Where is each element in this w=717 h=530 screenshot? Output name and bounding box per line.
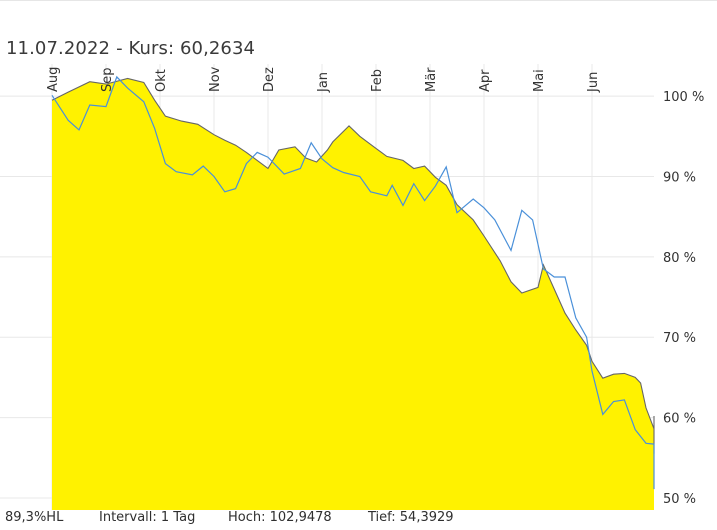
quote-date: 11.07.2022 [6,38,111,59]
series-compare-line [51,75,655,490]
x-axis: Aug Sep Okt Nov Dez Jan Feb Mär Apr Mai Jun [46,66,601,93]
y-tick-label: 90 % [663,171,696,186]
chart-series [51,75,655,510]
x-tick-label: Jun [586,72,601,93]
x-tick-label: Mär [424,67,439,92]
chart-header: 11.07.2022- Kurs: 60,2634 [6,38,255,59]
top-divider [0,0,717,1]
y-tick-label: 60 % [663,412,696,427]
x-tick-label: Okt [154,69,169,92]
range-indicator: 89,3%HL [5,510,64,525]
y-axis: 100 % 90 % 80 % 70 % 60 % 50 % [663,90,704,507]
x-tick-label: Aug [46,67,61,92]
x-tick-label: Sep [100,67,115,92]
y-tick-label: 70 % [663,331,696,346]
price-chart[interactable]: Aug Sep Okt Nov Dez Jan Feb Mär Apr Mai Jun 100 % 9… [0,0,717,510]
x-tick-label: Nov [208,66,223,92]
x-tick-label: Jan [316,72,331,93]
x-tick-label: Feb [370,69,385,92]
y-tick-label: 80 % [663,251,696,266]
x-tick-label: Dez [262,67,277,92]
x-tick-label: Apr [478,69,493,92]
high-label: Hoch: 102,9478 [228,510,332,525]
series-area-fill [52,78,654,510]
interval-label: Intervall: 1 Tag [99,510,196,525]
y-tick-label: 50 % [663,492,696,507]
quote-price: - Kurs: 60,2634 [116,38,256,59]
x-tick-label: Mai [532,69,547,92]
low-label: Tief: 54,3929 [368,510,454,525]
y-tick-label: 100 % [663,90,704,105]
series-area-line [51,77,655,454]
chart-footer: 89,3%HL Intervall: 1 Tag Hoch: 102,9478 … [0,510,717,530]
